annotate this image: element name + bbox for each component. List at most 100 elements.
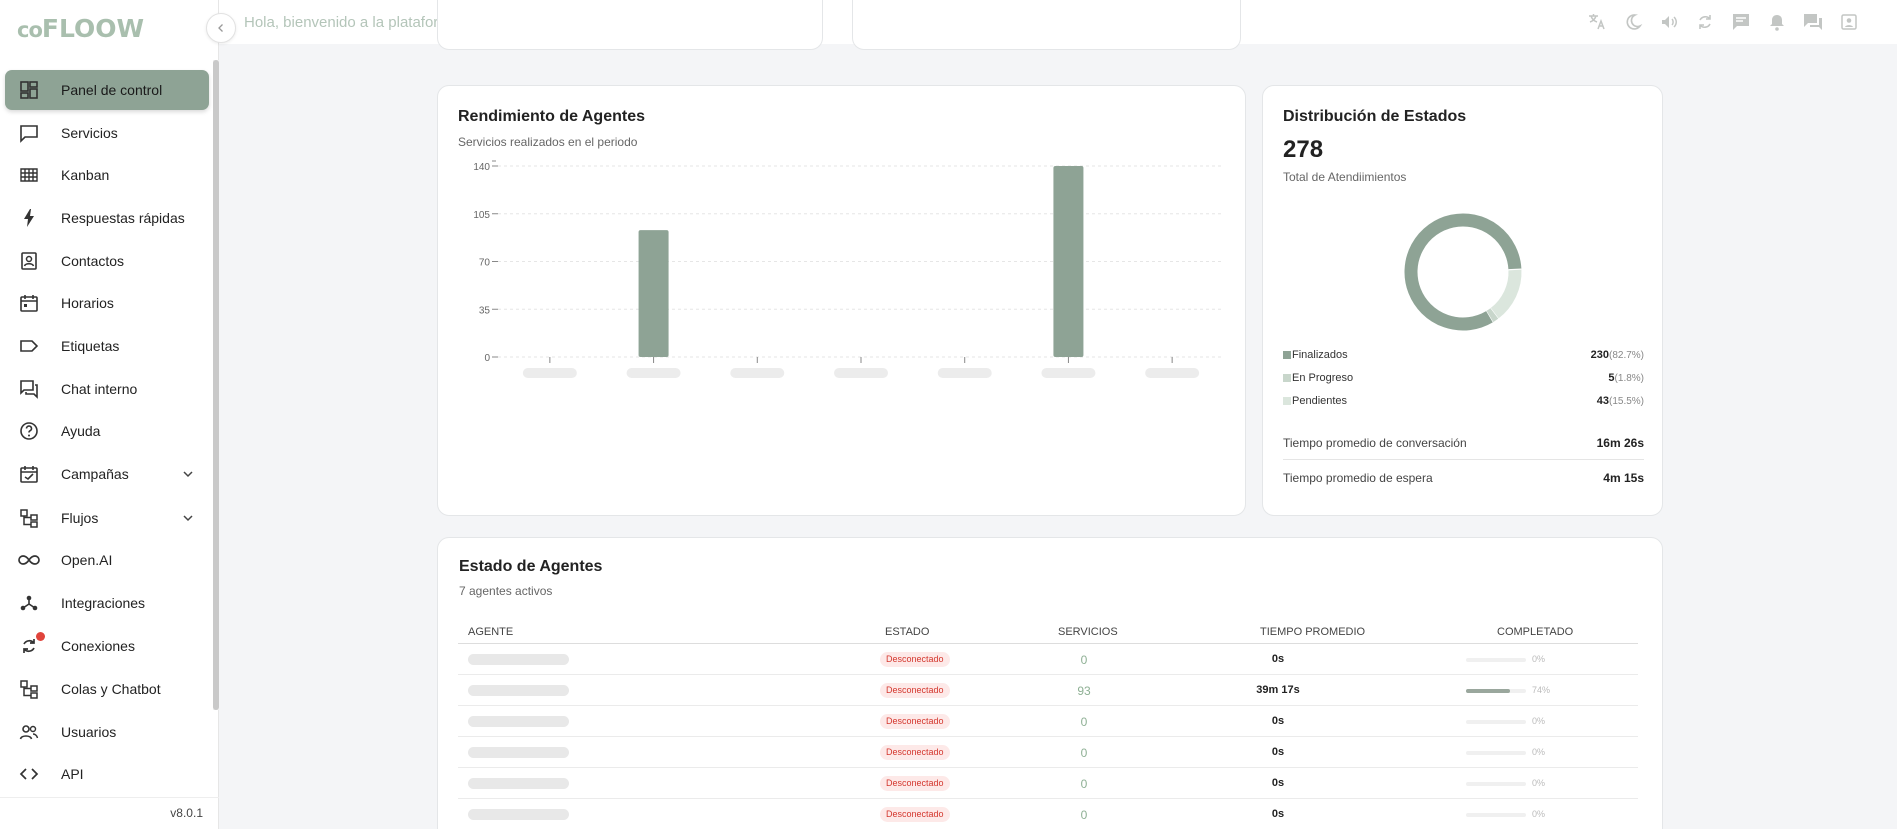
y-tick-label: 105 bbox=[473, 210, 490, 221]
table-row[interactable]: Desconectado 0 0s 0% bbox=[458, 768, 1638, 799]
completion-percent: 0% bbox=[1532, 809, 1546, 819]
theme-icon[interactable] bbox=[1615, 10, 1651, 34]
donut-slice-en-progreso[interactable] bbox=[1486, 308, 1499, 323]
metric-label: Tiempo promedio de espera bbox=[1283, 471, 1433, 485]
y-tick-label: 0 bbox=[484, 353, 490, 364]
metric-value: 16m 26s bbox=[1596, 435, 1644, 450]
sidebar-item-etiquetas[interactable]: Etiquetas bbox=[5, 326, 209, 366]
sidebar-item-contactos[interactable]: Contactos bbox=[5, 241, 209, 281]
agent-name-placeholder bbox=[468, 747, 569, 758]
completion-percent: 0% bbox=[1532, 654, 1546, 664]
sidebar-scrollbar[interactable] bbox=[213, 60, 219, 710]
table-row[interactable]: Desconectado 0 0s 0% bbox=[458, 644, 1638, 675]
sidebar-item-label: Ayuda bbox=[61, 423, 101, 439]
x-tick-label-placeholder bbox=[937, 368, 992, 378]
sidebar-item-campanas[interactable]: Campañas bbox=[5, 454, 209, 494]
legend-item: Pendientes 43(15.5%) bbox=[1283, 395, 1644, 411]
donut-separator bbox=[1508, 268, 1522, 271]
sidebar-item-panel-de-control[interactable]: Panel de control bbox=[5, 70, 209, 110]
avg-time: 0s bbox=[1271, 715, 1285, 727]
sidebar-item-label: Integraciones bbox=[61, 595, 146, 611]
logo-text: FLOOW bbox=[41, 14, 145, 43]
chart-bar[interactable] bbox=[1053, 166, 1084, 357]
translate-icon[interactable] bbox=[1579, 10, 1615, 34]
sidebar-item-integraciones[interactable]: Integraciones bbox=[5, 583, 209, 623]
completion-progress bbox=[1466, 782, 1526, 786]
col-agente[interactable]: AGENTE bbox=[468, 626, 514, 638]
app-logo[interactable]: coFLOOW bbox=[17, 14, 144, 43]
table-row[interactable]: Desconectado 0 0s 0% bbox=[458, 799, 1638, 829]
y-tick-label: 70 bbox=[479, 258, 491, 269]
sidebar-item-conexiones[interactable]: Conexiones bbox=[5, 626, 209, 666]
sync-icon bbox=[18, 635, 40, 657]
donut-slice-finalizados[interactable] bbox=[1404, 213, 1522, 331]
table-row[interactable]: Desconectado 0 0s 0% bbox=[458, 706, 1638, 737]
col-tiempo-promedio[interactable]: TIEMPO PROMEDIO bbox=[1260, 626, 1366, 638]
completion-progress bbox=[1466, 813, 1526, 817]
sidebar-item-servicios[interactable]: Servicios bbox=[5, 113, 209, 153]
completion-progress bbox=[1466, 720, 1526, 724]
agent-name-placeholder bbox=[468, 716, 569, 727]
sidebar-item-chat-interno[interactable]: Chat interno bbox=[5, 369, 209, 409]
refresh-icon[interactable] bbox=[1687, 10, 1723, 34]
sidebar: coFLOOW Panel de control Servicios Kanban R… bbox=[0, 0, 219, 829]
services-count: 93 bbox=[1077, 684, 1091, 698]
status-donut-chart bbox=[1404, 213, 1522, 331]
table-row[interactable]: Desconectado 0 0s 0% bbox=[458, 737, 1638, 768]
status-badge: Desconectado bbox=[880, 714, 950, 729]
col-servicios[interactable]: SERVICIOS bbox=[1058, 626, 1118, 638]
legend-item: En Progreso 5(1.8%) bbox=[1283, 372, 1644, 388]
col-completado[interactable]: COMPLETADO bbox=[1497, 626, 1574, 638]
sidebar-item-respuestas-rapidas[interactable]: Respuestas rápidas bbox=[5, 198, 209, 238]
sidebar-item-label: Open.AI bbox=[61, 552, 113, 568]
agent-name-placeholder bbox=[468, 809, 569, 820]
calendar-check-icon bbox=[18, 463, 40, 485]
agent-performance-card: Rendimiento de Agentes Servicios realiza… bbox=[437, 85, 1246, 516]
code-icon bbox=[18, 763, 40, 785]
bell-icon[interactable] bbox=[1759, 10, 1795, 34]
sidebar-item-label: Etiquetas bbox=[61, 338, 120, 354]
table-row[interactable]: Desconectado 93 39m 17s 74% bbox=[458, 675, 1638, 706]
metric-label: Tiempo promedio de conversación bbox=[1283, 435, 1467, 450]
sidebar-item-api[interactable]: API bbox=[5, 754, 209, 794]
sidebar-item-horarios[interactable]: Horarios bbox=[5, 283, 209, 323]
logo-prefix: co bbox=[17, 18, 43, 42]
sidebar-item-flujos[interactable]: Flujos bbox=[5, 498, 209, 538]
x-tick-label-placeholder bbox=[730, 368, 785, 378]
flow-icon bbox=[18, 507, 40, 529]
chart-bar[interactable] bbox=[638, 230, 669, 357]
greeting-text: Hola, bienvenido a la plataforma. bbox=[244, 14, 464, 31]
chat-icon[interactable] bbox=[1723, 10, 1759, 34]
sidebar-collapse-button[interactable] bbox=[206, 13, 236, 43]
internal-chat-icon[interactable] bbox=[1795, 10, 1831, 34]
calendar-icon bbox=[18, 292, 40, 314]
chevron-down-icon[interactable] bbox=[181, 511, 195, 525]
volume-icon[interactable] bbox=[1651, 10, 1687, 34]
sidebar-item-colas-y-chatbot[interactable]: Colas y Chatbot bbox=[5, 669, 209, 709]
donut-slice-pendientes[interactable] bbox=[1490, 269, 1522, 319]
col-estado[interactable]: ESTADO bbox=[885, 626, 930, 638]
contacts-icon bbox=[18, 250, 40, 272]
services-count: 0 bbox=[1080, 715, 1088, 729]
chevron-down-icon[interactable] bbox=[181, 467, 195, 481]
chat-bubble-icon bbox=[18, 122, 40, 144]
sidebar-item-open-ai[interactable]: Open.AI bbox=[5, 540, 209, 580]
agent-performance-chart: 0 35 70 105 140 bbox=[473, 160, 1224, 378]
sidebar-item-kanban[interactable]: Kanban bbox=[5, 155, 209, 195]
sidebar-item-usuarios[interactable]: Usuarios bbox=[5, 712, 209, 752]
forum-icon bbox=[18, 378, 40, 400]
users-icon bbox=[18, 721, 40, 743]
x-tick-label-placeholder bbox=[522, 368, 577, 378]
distribution-total-label: Total de Atendiimientos bbox=[1283, 170, 1407, 184]
completion-percent: 0% bbox=[1532, 716, 1546, 726]
services-count: 0 bbox=[1080, 653, 1088, 667]
x-tick-label-placeholder bbox=[1041, 368, 1096, 378]
profile-icon[interactable] bbox=[1831, 10, 1867, 34]
agents-table-header: AGENTE ESTADO SERVICIOS TIEMPO PROMEDIO … bbox=[458, 620, 1638, 644]
summary-card-partial-2 bbox=[852, 0, 1241, 50]
sidebar-item-label: Servicios bbox=[61, 125, 118, 141]
x-tick-label-placeholder bbox=[1145, 368, 1200, 378]
sidebar-item-ayuda[interactable]: Ayuda bbox=[5, 411, 209, 451]
services-count: 0 bbox=[1080, 746, 1088, 760]
x-tick-label-placeholder bbox=[834, 368, 888, 378]
